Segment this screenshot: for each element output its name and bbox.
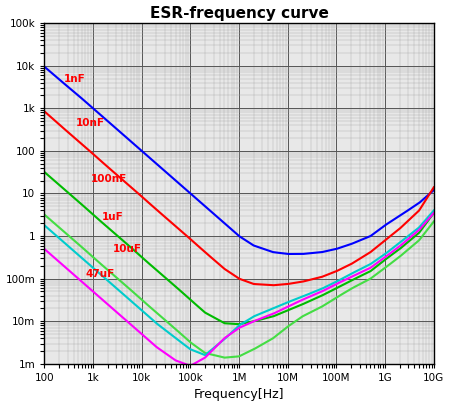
Text: 100nF: 100nF [91, 174, 127, 184]
Title: ESR-frequency curve: ESR-frequency curve [150, 6, 328, 21]
Text: 1uF: 1uF [102, 212, 123, 222]
Text: 10nF: 10nF [76, 118, 105, 128]
Text: 1nF: 1nF [64, 74, 86, 83]
Text: 47uF: 47uF [86, 269, 115, 279]
Text: 10uF: 10uF [112, 244, 141, 254]
X-axis label: Frequency[Hz]: Frequency[Hz] [194, 388, 284, 401]
